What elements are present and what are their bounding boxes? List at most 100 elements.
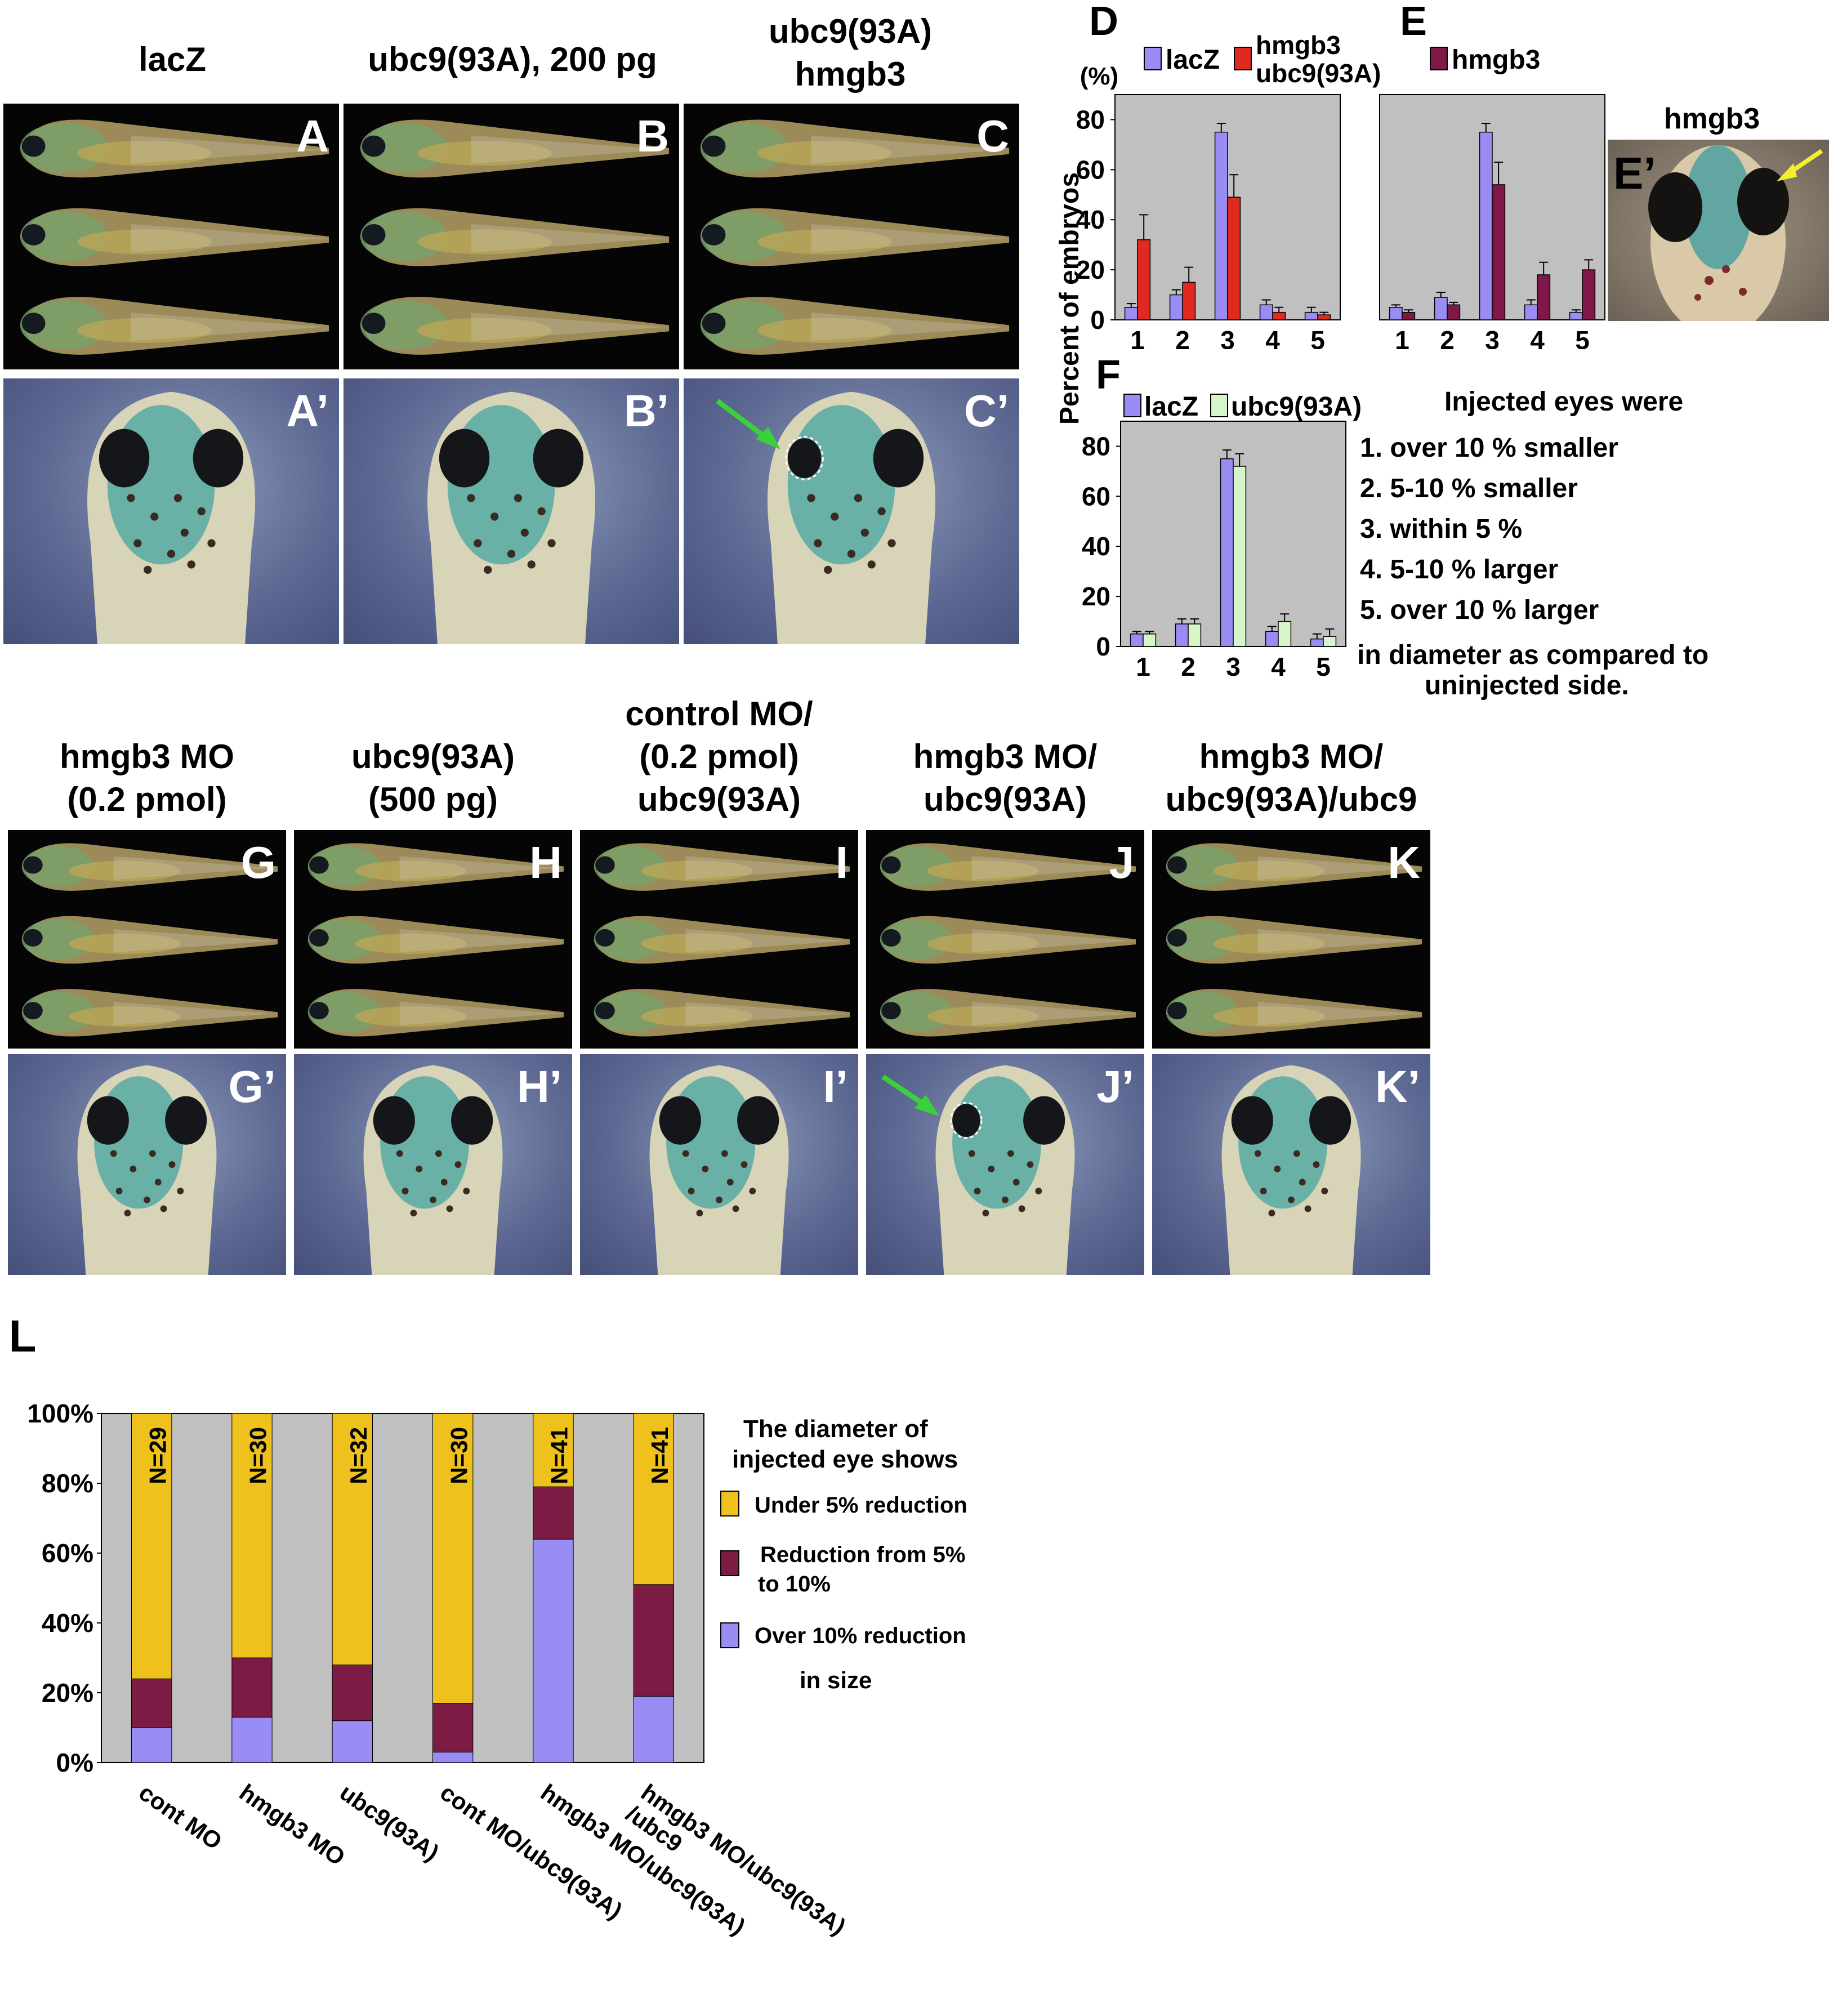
panel-panel-j: J (866, 830, 1144, 1049)
tadpole (880, 843, 1136, 891)
bottom-title-k-line2: ubc9(93A)/ubc9 (1165, 780, 1417, 818)
n-label: N=32 (345, 1427, 372, 1484)
y-tick-label: 60 (1082, 481, 1110, 511)
head-image-i (649, 1065, 789, 1275)
bar (1310, 638, 1324, 647)
x-tick-label: 4 (1530, 325, 1545, 349)
bar (1524, 304, 1538, 320)
eye (439, 429, 490, 488)
f-legend-footer-1: in diameter as compared to (1357, 640, 1709, 670)
eye (373, 1096, 415, 1145)
panel-label-prime-i: I’ (823, 1061, 848, 1112)
bar (1272, 311, 1286, 320)
x-tick-label: 1 (1130, 325, 1145, 349)
e-prime-head-image (1648, 145, 1823, 321)
eye (87, 1096, 129, 1145)
y-tick-label: 40 (1082, 532, 1110, 561)
panel-label-i: I (835, 837, 848, 887)
panel-panel-prime-h: H’ (294, 1054, 572, 1275)
bar (1317, 314, 1331, 320)
n-label: N=29 (144, 1427, 171, 1484)
f-legend-item-2: 2. 5-10 % smaller (1360, 474, 1578, 503)
head-image-2 (716, 391, 935, 644)
bottom-title-k-line1: hmgb3 MO/ (1199, 738, 1384, 775)
eye (873, 429, 924, 488)
x-tick-label: 5 (1310, 325, 1325, 349)
legend-swatch-under5 (720, 1491, 739, 1517)
bar (1389, 307, 1403, 320)
legend-label-ubc9-line2: ubc9(93A) (1256, 59, 1381, 88)
bar (1479, 131, 1493, 320)
stacked-bar-segment (432, 1413, 474, 1704)
stacked-bar-segment (332, 1720, 373, 1763)
bar (1220, 458, 1234, 647)
legend-swatch-over10 (720, 1622, 739, 1648)
tadpole (1166, 843, 1422, 891)
tadpole-image-k (1166, 843, 1422, 1037)
title-ubc9-200pg: ubc9(93A), 200 pg (368, 41, 657, 78)
bottom-title-j-line1: hmgb3 MO/ (913, 738, 1098, 775)
stacked-bar-segment (332, 1664, 373, 1721)
bottom-title-i-line1: control MO/ (625, 695, 813, 733)
panel-label-d: D (1089, 0, 1118, 44)
eye (737, 1096, 779, 1145)
y-tick-label: 80 (1082, 431, 1110, 461)
title-ubc9-hmgb3-line1: ubc9(93A) (768, 12, 933, 50)
y-tick-label-l: 60% (42, 1538, 93, 1568)
panel-label-prime-g: G’ (228, 1061, 276, 1112)
eye (533, 429, 584, 488)
bottom-title-g-line1: hmgb3 MO (60, 738, 234, 775)
x-category-text: hmgb3 MO (235, 1779, 350, 1871)
tadpole (1166, 916, 1422, 964)
tadpole (880, 916, 1136, 964)
panel-panel-prime-g: G’ (8, 1054, 286, 1275)
bottom-title-h-line2: (500 pg) (368, 780, 498, 818)
head-image-j (881, 1065, 1075, 1275)
legend-swatch-5to10 (720, 1550, 739, 1576)
bar (1402, 311, 1416, 320)
bottom-title-g-line2: (0.2 pmol) (67, 780, 227, 818)
tadpole-image-j (880, 843, 1136, 1037)
panel-label-f: F (1096, 353, 1121, 398)
tadpole (594, 989, 850, 1037)
bottom-title-h-line1: ubc9(93A) (351, 738, 515, 775)
legend-label-hmgb3: hmgb3 (1452, 45, 1540, 75)
y-tick-label: 0 (1090, 305, 1105, 334)
x-category-text: cont MO (134, 1779, 227, 1855)
f-legend-item-1: 1. over 10 % smaller (1360, 433, 1618, 463)
eye (1309, 1096, 1351, 1145)
tadpole (594, 843, 850, 891)
tadpole-image-i (594, 843, 850, 1037)
bar (1537, 274, 1551, 320)
y-tick-label: 80 (1076, 105, 1105, 134)
panel-label-a: A (296, 111, 329, 161)
bar (1265, 631, 1279, 647)
bar (1188, 623, 1202, 647)
stacked-bar-segment (533, 1486, 574, 1540)
panel-panel-c: C (684, 104, 1019, 369)
bar (1175, 623, 1189, 647)
legend-label-hmgb3-line1: hmgb3 (1256, 30, 1341, 60)
stacked-bar-segment (231, 1657, 273, 1718)
bar (1278, 621, 1292, 647)
bar (1143, 634, 1157, 647)
panel-label-prime-1: B’ (624, 386, 669, 436)
dashed-eye-outline (785, 436, 824, 480)
tadpole (700, 297, 1010, 355)
head-image-k (1221, 1065, 1361, 1275)
e-prime-label: E’ (1613, 148, 1656, 198)
stacked-bar-segment (533, 1538, 574, 1763)
stacked-bar-segment (231, 1413, 273, 1658)
y-tick-label: 60 (1076, 155, 1105, 184)
green-arrow-icon (716, 399, 770, 441)
bar (1323, 636, 1337, 647)
panel-panel-g: G (8, 830, 286, 1049)
bar (1214, 131, 1228, 320)
tadpole (307, 989, 564, 1037)
x-category-label: ubc9(93A) (335, 1779, 444, 1866)
x-tick-label: 2 (1440, 325, 1455, 349)
y-tick-label-l: 0% (56, 1748, 93, 1777)
tadpole (20, 297, 329, 355)
